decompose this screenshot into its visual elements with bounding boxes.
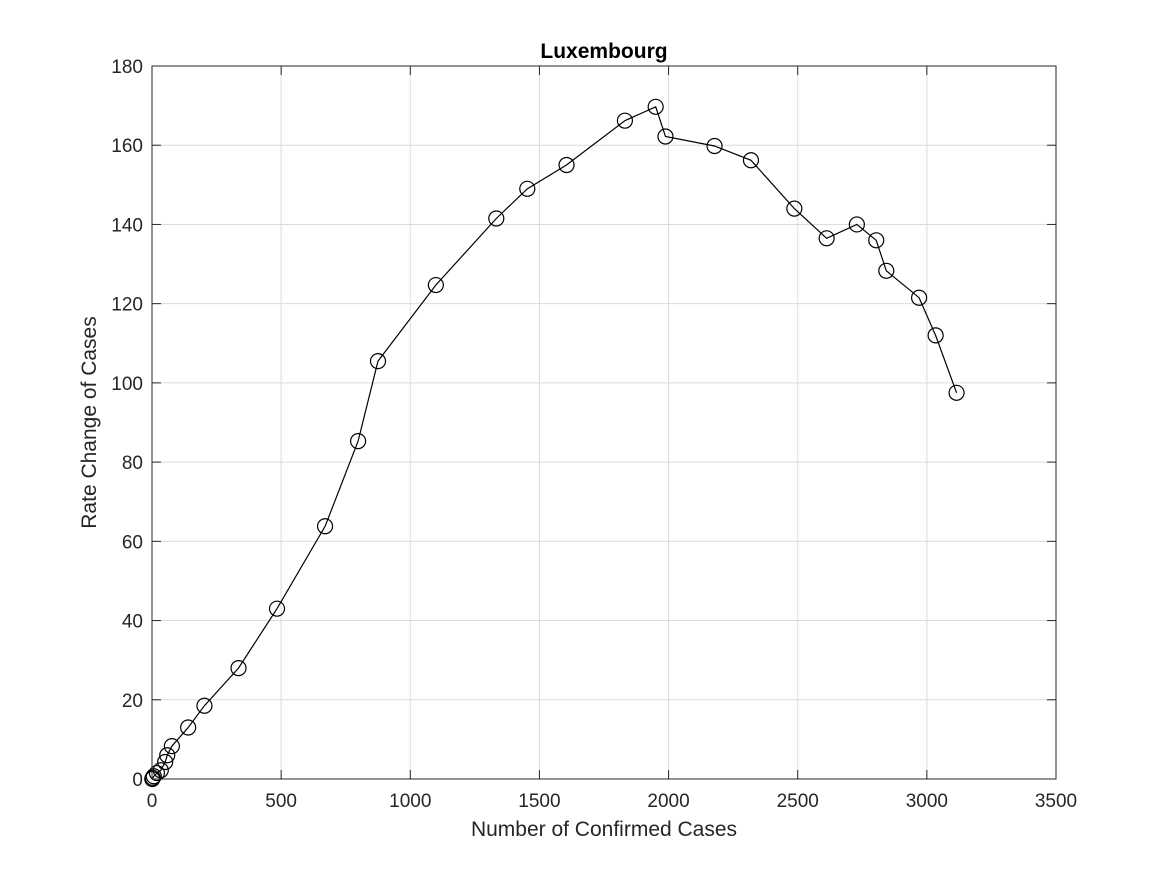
y-tick-label: 140 — [111, 215, 143, 236]
y-tick-label: 160 — [111, 136, 143, 157]
data-point — [180, 719, 197, 736]
data-point — [148, 764, 166, 782]
data-point — [868, 232, 885, 249]
x-tick-label: 1000 — [389, 791, 431, 812]
data-point — [427, 276, 444, 294]
y-tick-label: 120 — [111, 295, 143, 316]
data-point — [157, 753, 174, 771]
data-point — [657, 128, 674, 145]
data-point — [163, 738, 180, 755]
data-point — [519, 180, 536, 197]
data-point — [488, 210, 505, 227]
y-tick-label: 60 — [122, 532, 143, 553]
data-point — [350, 433, 367, 450]
data-point — [647, 98, 664, 115]
data-point — [948, 384, 965, 401]
x-axis-ticks: 0 500 1000 1500 2000 2500 3000 3500 — [147, 66, 1077, 812]
data-point — [196, 697, 213, 714]
x-tick-label: 3500 — [1035, 791, 1077, 812]
series-line — [151, 105, 958, 780]
data-point — [848, 216, 865, 233]
data-point — [927, 327, 944, 344]
x-tick-label: 2000 — [647, 791, 689, 812]
axes-box — [151, 65, 1057, 780]
data-point — [911, 289, 928, 306]
y-tick-label: 20 — [122, 691, 143, 712]
data-point — [878, 262, 895, 279]
y-axis-ticks: 0 20 40 60 80 100 120 140 160 180 — [111, 57, 1056, 791]
data-point — [742, 152, 760, 169]
y-axis-label: Rate Change of Cases — [78, 316, 101, 528]
data-point — [268, 600, 286, 617]
y-tick-label: 40 — [122, 612, 143, 633]
y-tick-label: 0 — [132, 770, 143, 791]
grid-lines — [152, 66, 1056, 779]
data-point — [316, 518, 334, 535]
data-line-layer — [151, 105, 958, 780]
data-point — [159, 747, 176, 764]
data-point — [369, 353, 387, 370]
x-tick-label: 0 — [147, 791, 158, 812]
data-point — [706, 137, 723, 155]
data-markers — [144, 98, 965, 788]
data-point — [786, 200, 803, 217]
x-tick-label: 500 — [265, 791, 297, 812]
chart-title: Luxembourg — [540, 40, 667, 63]
x-axis-label: Number of Confirmed Cases — [471, 818, 737, 841]
data-point — [616, 112, 634, 129]
y-tick-label: 80 — [122, 453, 143, 474]
plot-area — [152, 66, 1056, 779]
x-tick-label: 1500 — [518, 791, 560, 812]
data-point — [230, 659, 247, 677]
y-tick-label: 100 — [111, 374, 143, 395]
data-point — [818, 230, 835, 247]
x-tick-label: 2500 — [777, 791, 819, 812]
x-tick-label: 3000 — [906, 791, 948, 812]
data-point — [152, 762, 169, 779]
y-tick-label: 180 — [111, 57, 143, 78]
data-point — [558, 156, 575, 174]
